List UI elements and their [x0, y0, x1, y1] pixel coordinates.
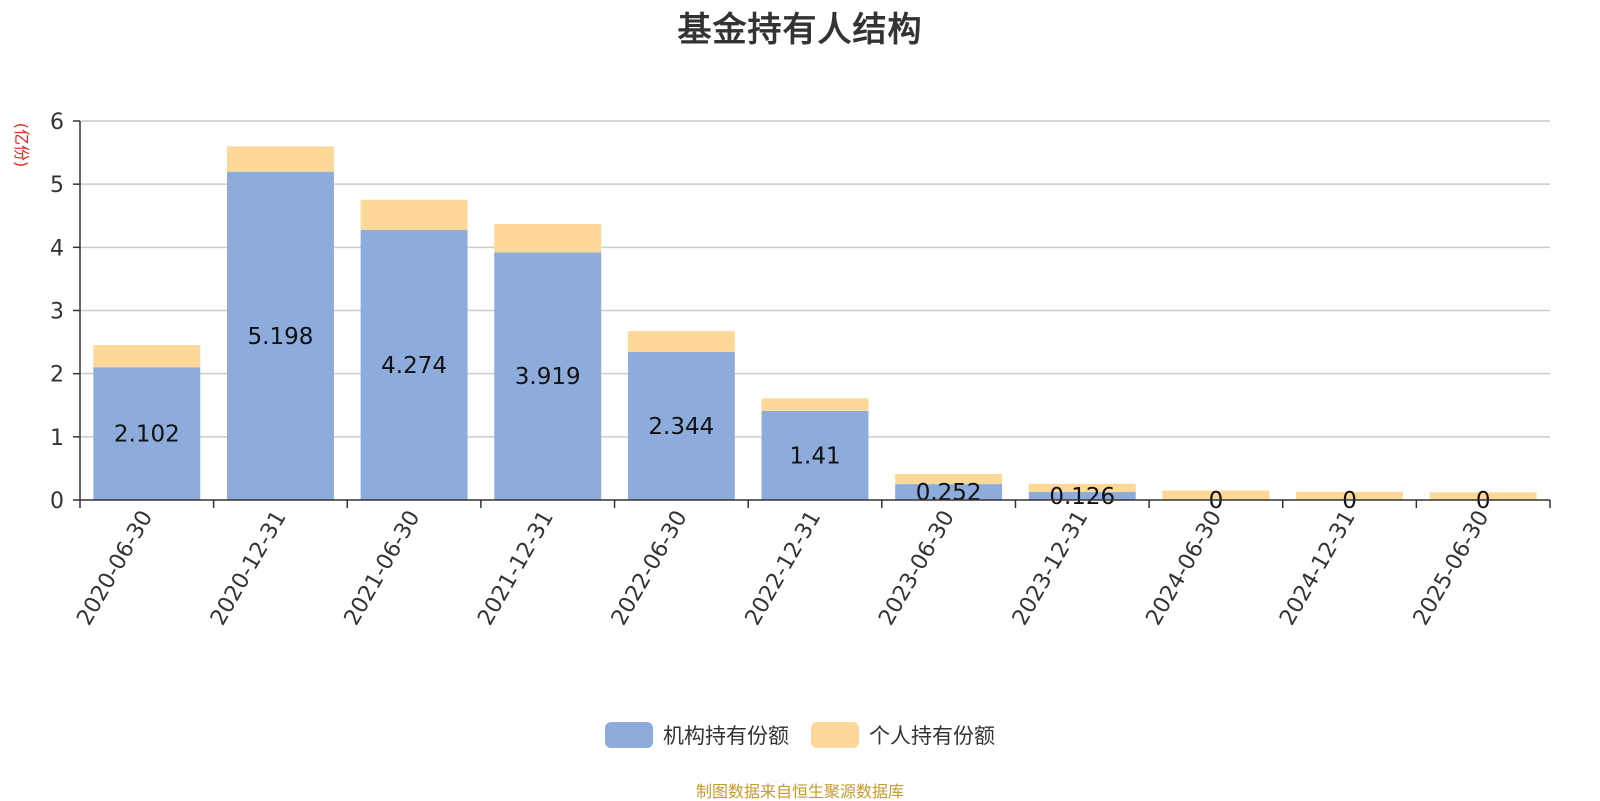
y-tick-label: 5 — [50, 173, 64, 198]
bar-value-label: 0 — [1476, 488, 1491, 514]
bar-institutional — [761, 410, 869, 500]
legend: 机构持有份额 个人持有份额 — [0, 720, 1600, 750]
bars — [93, 146, 1537, 500]
x-tick-label: 2024-12-31 — [1275, 507, 1361, 630]
bar-value-label: 5.198 — [248, 324, 314, 350]
bar-individual — [895, 473, 1003, 485]
bar-value-label: 0 — [1209, 488, 1224, 514]
chart-plot: (亿份) 2.102 5.198 4.274 3.919 2.344 1.41 0.252 0… — [12, 110, 1551, 630]
x-tick-label: 2023-12-31 — [1008, 507, 1094, 630]
bar-individual — [1296, 491, 1403, 500]
legend-swatch-individual — [811, 722, 859, 748]
bar-institutional — [494, 252, 602, 500]
y-tick-label: 0 — [50, 489, 64, 514]
bar-individual — [494, 224, 602, 253]
bar-value-label: 2.344 — [648, 414, 714, 440]
x-tick-label: 2020-06-30 — [72, 507, 158, 630]
source-note: 制图数据来自恒生聚源数据库 — [695, 782, 904, 801]
bar-institutional — [227, 171, 334, 500]
bar-individual — [1429, 492, 1537, 500]
legend-swatch-institutional — [605, 722, 653, 748]
x-tick-label: 2020-12-31 — [206, 507, 292, 630]
bar-value-label: 0 — [1342, 488, 1357, 514]
y-tick-label: 4 — [50, 236, 64, 261]
bar-value-label: 2.102 — [114, 422, 180, 448]
bar-value-label: 3.919 — [515, 364, 581, 390]
bar-institutional — [627, 351, 735, 500]
legend-label-individual: 个人持有份额 — [869, 724, 995, 748]
legend-label-institutional: 机构持有份额 — [663, 724, 789, 748]
bar-value-label: 4.274 — [381, 353, 447, 379]
bar-value-label: 0.252 — [916, 480, 982, 506]
bar-individual — [227, 146, 334, 172]
x-tick-label: 2022-06-30 — [607, 507, 693, 630]
x-tick-label: 2022-12-31 — [741, 507, 827, 630]
x-tick-label: 2024-06-30 — [1142, 507, 1228, 630]
bar-individual — [627, 331, 735, 352]
bar-institutional — [360, 230, 468, 500]
bar-individual — [1028, 483, 1136, 493]
bar-value-labels: 2.102 5.198 4.274 3.919 2.344 1.41 0.252 0.126 0… — [114, 324, 1491, 514]
x-tick-label: 2025-06-30 — [1409, 507, 1495, 630]
bar-individual — [761, 398, 869, 411]
y-tick-label: 6 — [50, 110, 64, 135]
y-tick-label: 2 — [50, 363, 64, 388]
bar-value-label: 1.41 — [789, 443, 840, 469]
bar-institutional — [93, 367, 201, 500]
bar-value-label: 0.126 — [1049, 484, 1115, 510]
y-tick-label: 3 — [50, 300, 64, 325]
bar-individual — [360, 199, 468, 231]
bar-institutional — [1028, 492, 1136, 500]
x-tick-label: 2021-06-30 — [340, 507, 426, 630]
bar-individual — [93, 345, 201, 368]
y-tick-label: 1 — [50, 426, 64, 451]
x-tick-label: 2023-06-30 — [874, 507, 960, 630]
chart-title: 基金持有人结构 — [677, 10, 923, 50]
x-tick-label: 2021-12-31 — [473, 507, 559, 630]
legend-item-institutional[interactable]: 机构持有份额 — [605, 720, 789, 750]
legend-item-individual[interactable]: 个人持有份额 — [811, 720, 995, 750]
bar-individual — [1162, 490, 1270, 500]
y-axis-unit-label: (亿份) — [12, 123, 31, 168]
bar-institutional — [895, 484, 1003, 500]
